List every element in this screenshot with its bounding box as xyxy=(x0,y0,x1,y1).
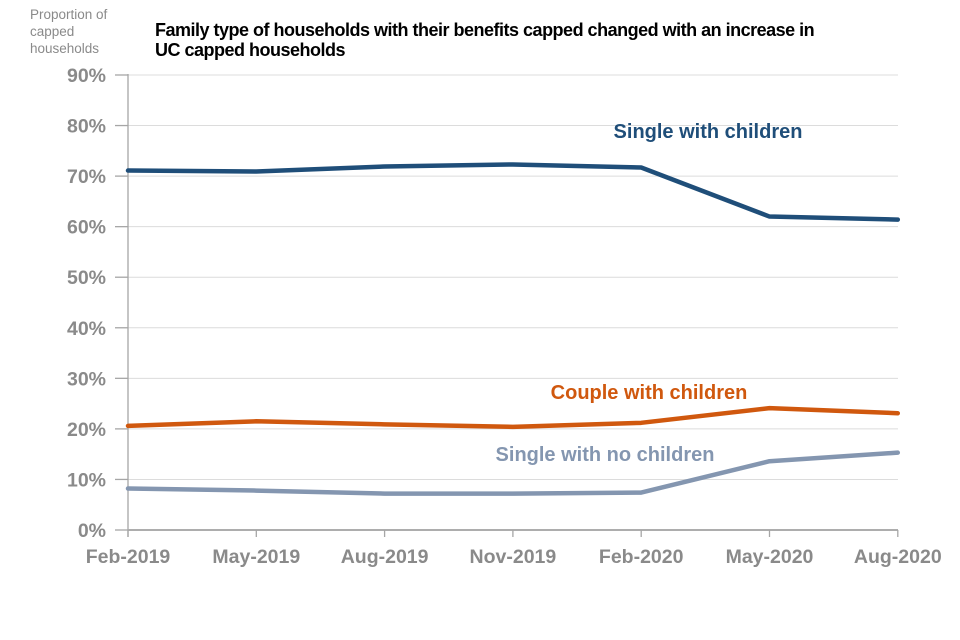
series-label-couple-with-children: Couple with children xyxy=(551,382,748,404)
x-tick-label-aug-2019: Aug-2019 xyxy=(341,546,429,568)
x-tick-label-feb-2019: Feb-2019 xyxy=(86,546,171,568)
y-tick-label-0pct: 0% xyxy=(78,520,106,542)
x-tick-label-nov-2019: Nov-2019 xyxy=(470,546,557,568)
y-tick-label-40pct: 40% xyxy=(67,318,106,340)
y-tick-label-10pct: 10% xyxy=(67,469,106,491)
series-label-single-with-no-children: Single with no children xyxy=(496,444,715,466)
y-tick-label-20pct: 20% xyxy=(67,419,106,441)
x-tick-label-may-2020: May-2020 xyxy=(726,546,814,568)
y-axis-title-line-3: households xyxy=(30,41,100,56)
x-tick-label-may-2019: May-2019 xyxy=(212,546,300,568)
y-tick-label-60pct: 60% xyxy=(67,217,106,239)
x-tick-label-feb-2020: Feb-2020 xyxy=(599,546,684,568)
y-tick-label-30pct: 30% xyxy=(67,368,106,390)
chart-title-line-2: UC capped households xyxy=(155,40,346,60)
y-tick-label-50pct: 50% xyxy=(67,267,106,289)
chart-title: Family type of households with their ben… xyxy=(155,20,815,60)
y-tick-label-90pct: 90% xyxy=(67,65,106,87)
line-couple-with-children xyxy=(125,405,901,430)
y-axis-title-line-2: capped xyxy=(30,24,75,39)
chart-title-line-1: Family type of households with their ben… xyxy=(155,20,815,40)
y-tick-label-80pct: 80% xyxy=(67,116,106,138)
y-axis-title-line-1: Proportion of xyxy=(30,7,108,22)
series-label-single-with-children: Single with children xyxy=(614,121,803,143)
y-axis-title: Proportion of capped households xyxy=(30,6,107,57)
y-tick-label-70pct: 70% xyxy=(67,166,106,188)
line-single-with-children xyxy=(125,162,901,222)
x-tick-label-aug-2020: Aug-2020 xyxy=(854,546,942,568)
line-single-with-no-children xyxy=(125,450,901,496)
